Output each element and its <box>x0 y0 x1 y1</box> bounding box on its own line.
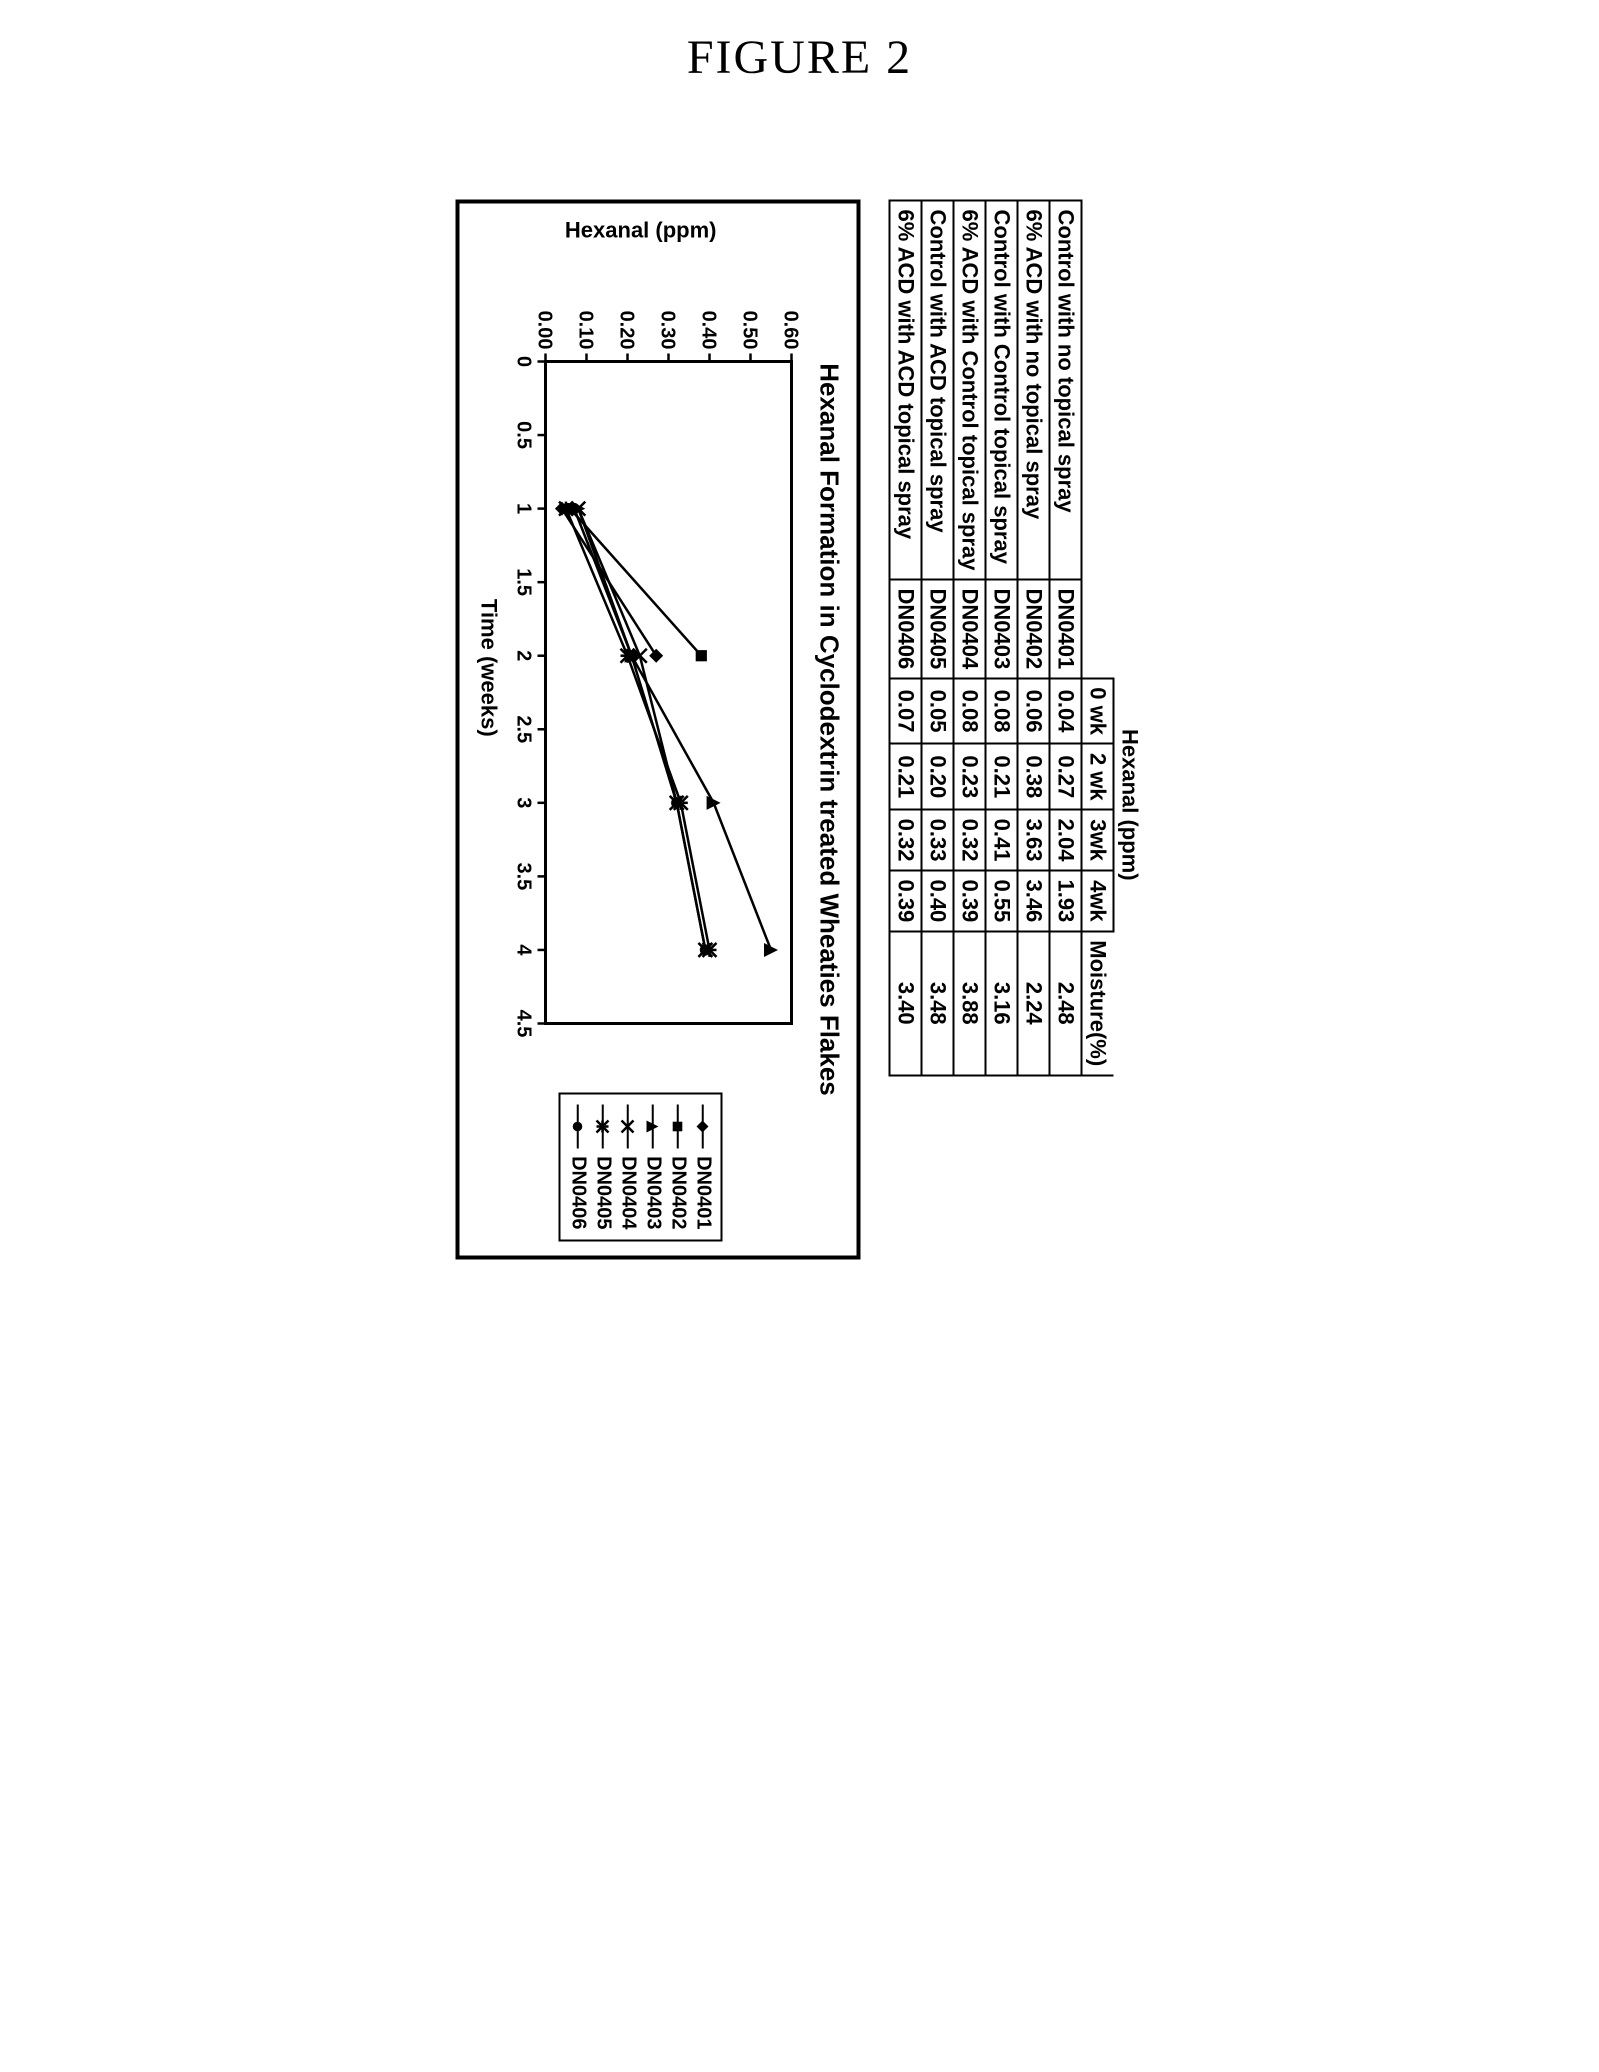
legend-item: DN0402 <box>666 1104 689 1229</box>
svg-text:0.40: 0.40 <box>697 311 719 350</box>
row-desc: Control with no topical spray <box>1049 201 1081 580</box>
row-desc: Control with ACD topical spray <box>921 201 953 580</box>
cell: 0.39 <box>889 870 921 931</box>
table-row: Control with no topical sprayDN04010.040… <box>1049 201 1081 1076</box>
cell: 0.07 <box>889 678 921 744</box>
svg-text:0.5: 0.5 <box>512 421 534 449</box>
cell: 0.27 <box>1049 744 1081 810</box>
svg-text:4.5: 4.5 <box>512 1010 534 1038</box>
cell: 0.08 <box>953 678 985 744</box>
cell: 0.33 <box>921 810 953 871</box>
col-4wk: 4wk <box>1081 870 1113 931</box>
cell-moisture: 2.24 <box>1017 931 1049 1075</box>
cell: 0.40 <box>921 870 953 931</box>
cell: 0.05 <box>921 678 953 744</box>
row-code: DN0406 <box>889 580 921 679</box>
row-code: DN0405 <box>921 580 953 679</box>
cell: 0.21 <box>985 744 1017 810</box>
svg-text:3: 3 <box>512 798 534 809</box>
cell-moisture: 3.40 <box>889 931 921 1075</box>
legend-item: DN0401 <box>691 1104 714 1229</box>
cell: 0.32 <box>953 810 985 871</box>
col-0wk: 0 wk <box>1081 678 1113 744</box>
svg-text:1: 1 <box>512 503 534 514</box>
cell: 0.08 <box>985 678 1017 744</box>
row-desc: 6% ACD with no topical spray <box>1017 201 1049 580</box>
cell: 3.63 <box>1017 810 1049 871</box>
legend-label: DN0406 <box>566 1156 589 1229</box>
svg-text:2.5: 2.5 <box>512 716 534 744</box>
blank-header <box>1081 580 1113 679</box>
cell-moisture: 3.16 <box>985 931 1017 1075</box>
table-row: 6% ACD with Control topical sprayDN04040… <box>953 201 985 1076</box>
svg-text:4: 4 <box>512 945 534 957</box>
svg-text:0.10: 0.10 <box>574 311 596 350</box>
hexanal-span-header: Hexanal (ppm) <box>1113 678 1144 931</box>
svg-text:2: 2 <box>512 650 534 661</box>
legend-label: DN0402 <box>666 1156 689 1229</box>
chart-title: Hexanal Formation in Cyclodextrin treate… <box>813 363 844 1096</box>
row-desc: Control with Control topical spray <box>985 201 1017 580</box>
svg-text:0.30: 0.30 <box>656 311 678 350</box>
legend-item: DN0403 <box>641 1104 664 1229</box>
cell: 3.46 <box>1017 870 1049 931</box>
figure-label: FIGURE 2 <box>687 30 912 85</box>
svg-text:0.00: 0.00 <box>533 311 555 350</box>
cell: 0.20 <box>921 744 953 810</box>
rotated-content: Hexanal (ppm) 0 wk 2 wk 3wk 4wk Moisture… <box>455 200 1144 1260</box>
row-code: DN0402 <box>1017 580 1049 679</box>
legend-item: DN0406 <box>566 1104 589 1229</box>
legend: DN0401DN0402DN0403DN0404DN0405DN0406 <box>558 1092 722 1241</box>
table-row: Control with ACD topical sprayDN04050.05… <box>921 201 953 1076</box>
blank-header <box>1081 201 1113 580</box>
table-row: Control with Control topical sprayDN0403… <box>985 201 1017 1076</box>
col-3wk: 3wk <box>1081 810 1113 871</box>
data-table: Hexanal (ppm) 0 wk 2 wk 3wk 4wk Moisture… <box>888 200 1144 1077</box>
svg-text:0.60: 0.60 <box>779 311 801 350</box>
row-code: DN0401 <box>1049 580 1081 679</box>
svg-text:3.5: 3.5 <box>512 863 534 891</box>
cell: 0.04 <box>1049 678 1081 744</box>
table-row: 6% ACD with ACD topical sprayDN04060.070… <box>889 201 921 1076</box>
cell: 0.39 <box>953 870 985 931</box>
cell-moisture: 3.48 <box>921 931 953 1075</box>
cell: 0.32 <box>889 810 921 871</box>
cell: 0.23 <box>953 744 985 810</box>
cell: 2.04 <box>1049 810 1081 871</box>
x-axis-label: Time (weeks) <box>475 599 501 737</box>
legend-label: DN0401 <box>691 1156 714 1229</box>
legend-label: DN0405 <box>591 1156 614 1229</box>
table-row: 6% ACD with no topical sprayDN04020.060.… <box>1017 201 1049 1076</box>
row-desc: 6% ACD with ACD topical spray <box>889 201 921 580</box>
svg-text:0: 0 <box>512 356 534 367</box>
cell: 0.41 <box>985 810 1017 871</box>
row-code: DN0403 <box>985 580 1017 679</box>
svg-text:0.50: 0.50 <box>738 311 760 350</box>
chart-container: Hexanal Formation in Cyclodextrin treate… <box>455 200 860 1260</box>
y-axis-label: Hexanal (ppm) <box>564 218 716 244</box>
blank-header <box>1113 201 1144 580</box>
blank-header <box>1113 931 1144 1075</box>
legend-item: DN0405 <box>591 1104 614 1229</box>
cell: 0.06 <box>1017 678 1049 744</box>
col-moisture: Moisture(%) <box>1081 931 1113 1075</box>
row-code: DN0404 <box>953 580 985 679</box>
cell-moisture: 3.88 <box>953 931 985 1075</box>
row-desc: 6% ACD with Control topical spray <box>953 201 985 580</box>
legend-label: DN0404 <box>616 1156 639 1229</box>
legend-label: DN0403 <box>641 1156 664 1229</box>
blank-header <box>1113 580 1144 679</box>
cell: 0.38 <box>1017 744 1049 810</box>
col-2wk: 2 wk <box>1081 744 1113 810</box>
svg-text:0.20: 0.20 <box>615 311 637 350</box>
line-chart: 0.00 0.10 0.20 0.30 0.40 0.50 0.60 0 0.5 1 1.5 2 2.5… <box>505 298 805 1038</box>
cell-moisture: 2.48 <box>1049 931 1081 1075</box>
cell: 1.93 <box>1049 870 1081 931</box>
cell: 0.21 <box>889 744 921 810</box>
svg-text:1.5: 1.5 <box>512 569 534 597</box>
legend-item: DN0404 <box>616 1104 639 1229</box>
cell: 0.55 <box>985 870 1017 931</box>
